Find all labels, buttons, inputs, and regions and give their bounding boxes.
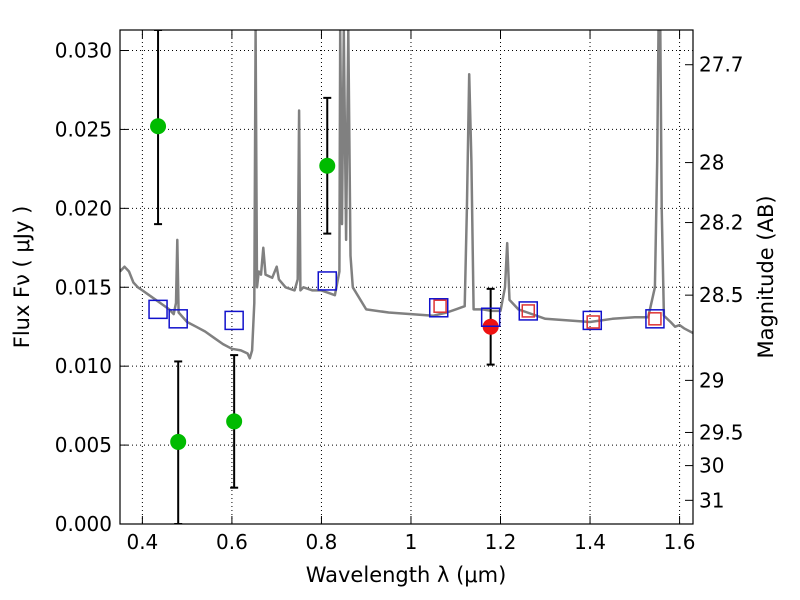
observed-photometry-point <box>170 360 187 524</box>
observed-photometry-point <box>226 354 243 489</box>
y2-tick-label: 28.5 <box>699 283 744 307</box>
y-axis-title: Flux Fν ( μJy ) <box>10 206 34 349</box>
x-tick-label: 0.6 <box>216 530 248 554</box>
model-photometry-nir-square <box>521 304 536 318</box>
model-photometry-all-square <box>518 301 539 321</box>
model-photometry-all-square <box>645 309 665 329</box>
data-marker <box>226 413 243 430</box>
x-tick-label: 0.8 <box>306 530 338 554</box>
model-photometry-all-square <box>148 299 168 320</box>
observed-photometry-point <box>150 30 167 226</box>
y2-tick-label: 31 <box>699 488 724 512</box>
y2-tick-label: 29.5 <box>699 420 744 444</box>
model-photometry-nir-square <box>433 299 447 313</box>
x-tick-label: 1.4 <box>574 530 606 554</box>
x-tick-label: 1 <box>405 530 418 554</box>
model-photometry-all-square <box>480 307 501 327</box>
y2-tick-label: 28.2 <box>699 211 744 235</box>
model-photometry-all-square <box>224 310 244 331</box>
y2-tick-label: 29 <box>699 368 724 392</box>
model-photometry-all-square <box>168 309 188 329</box>
model-photometry-nir-square <box>586 315 600 329</box>
y2-tick-label: 27.7 <box>699 53 744 77</box>
y-tick-label: 0.015 <box>55 275 112 299</box>
model-photometry-nir-square <box>648 312 662 326</box>
observed-photometry-point <box>319 96 336 235</box>
y-tick-label: 0.020 <box>55 196 112 220</box>
data-marker <box>150 118 167 135</box>
x-tick-label: 1.6 <box>664 530 696 554</box>
data-marker <box>170 433 187 450</box>
x-axis-title: Wavelength λ (μm) <box>306 563 507 587</box>
y2-axis-title: Magnitude (AB) <box>754 195 778 358</box>
y-tick-label: 0.005 <box>55 433 112 457</box>
model-photometry-all-square <box>317 271 338 291</box>
y-tick-label: 0.030 <box>55 39 112 63</box>
plot-area <box>120 30 693 524</box>
x-tick-label: 1.2 <box>485 530 517 554</box>
y2-tick-label: 28 <box>699 151 724 175</box>
plot-frame <box>119 29 694 525</box>
y2-tick-label: 30 <box>699 454 724 478</box>
model-photometry-all-square <box>582 310 603 331</box>
y-tick-label: 0.000 <box>55 512 112 536</box>
data-marker <box>319 157 336 174</box>
y-tick-label: 0.010 <box>55 354 112 378</box>
y-tick-label: 0.025 <box>55 117 112 141</box>
x-tick-label: 0.4 <box>126 530 158 554</box>
model-photometry-all-square <box>428 298 449 318</box>
axes: 0.4 0.6 0.8 1 1.2 1.4 1.6 0.000 0.005 0.010 0.015 0… <box>55 30 744 554</box>
